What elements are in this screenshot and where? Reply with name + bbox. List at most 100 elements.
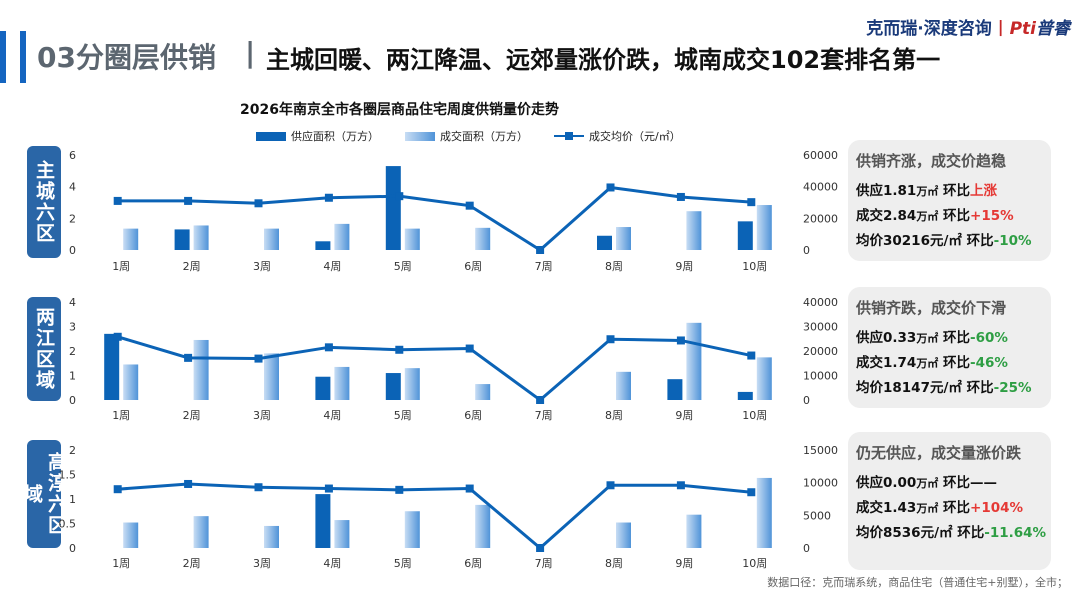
supply-bar <box>597 235 612 250</box>
card-deal-row: 成交1.43万㎡ 环比+104% <box>856 496 1043 521</box>
right-tick-label: 20000 <box>803 212 838 225</box>
card-supply-value: 供应1.81 <box>856 183 917 199</box>
card-price-value: 均价8536元/㎡ <box>856 525 953 541</box>
brand-logo-main: 普睿 <box>1036 19 1070 39</box>
brand-logo-pre: Pti <box>1009 19 1036 39</box>
price-point <box>184 479 193 488</box>
card-head: 供销齐涨，成交价趋稳 <box>856 152 1007 170</box>
chart-title: 2026年南京全市各圈层商品住宅周度供销量价走势 <box>240 102 559 118</box>
deal-bar <box>616 522 631 548</box>
chart-panel-1: 0 1 2 3 4 0 10000 20000 30000 40000 1周 2周 3周 4周 5周 6周 7周… <box>69 296 838 422</box>
data-source-note: 数据口径：克而瑞系统，商品住宅（普通住宅+别墅），全市； <box>767 576 1068 589</box>
card-price-value: 均价18147元/㎡ <box>856 380 962 396</box>
brand-separator: | <box>997 17 1004 36</box>
deal-bar <box>686 211 702 250</box>
category-label: 9周 <box>675 557 693 570</box>
card-supply-unit: 万㎡ <box>916 332 939 345</box>
supply-bar <box>385 166 401 250</box>
deal-bar <box>264 525 279 548</box>
brand-name: 克而瑞·深度咨询 <box>866 19 992 39</box>
card-price-value: 均价30216元/㎡ <box>856 233 962 249</box>
card-deal-change: -46% <box>970 355 1008 371</box>
category-label: 9周 <box>675 409 693 422</box>
left-tick-label: 4 <box>69 296 76 309</box>
card-deal-unit: 万㎡ <box>916 502 939 515</box>
category-label: 1周 <box>112 260 130 273</box>
chart-panel-2: 0 0.5 1 1.5 2 0 5000 10000 15000 1周 2周 3周 4周 5周 6周 7周 8周… <box>59 444 839 570</box>
price-point <box>465 484 474 493</box>
deal-bar <box>756 357 772 400</box>
category-label: 3周 <box>253 409 271 422</box>
price-point <box>254 199 263 208</box>
left-tick-label: 0 <box>69 394 76 407</box>
right-tick-label: 10000 <box>803 370 838 383</box>
price-point <box>606 183 615 192</box>
card-deal-value: 成交1.74 <box>856 355 917 371</box>
supply-bar <box>174 229 190 250</box>
region-label-two-rivers: 两江区域 <box>27 297 61 401</box>
card-price-mid: 环比 <box>961 233 994 249</box>
category-label: 2周 <box>183 260 201 273</box>
supply-bar <box>315 376 331 400</box>
price-point <box>113 485 122 494</box>
supply-bar <box>315 494 331 548</box>
deal-bar <box>404 511 420 548</box>
category-label: 1周 <box>112 557 130 570</box>
category-label: 8周 <box>605 557 623 570</box>
price-line <box>117 335 752 402</box>
left-tick-label: 3 <box>69 321 76 334</box>
category-label: 7周 <box>535 409 553 422</box>
card-deal-row: 成交1.74万㎡ 环比-46% <box>856 351 1043 376</box>
price-point <box>324 343 333 352</box>
deal-bar <box>123 364 139 400</box>
deal-bar <box>475 384 491 400</box>
right-tick-label: 20000 <box>803 345 838 358</box>
category-label: 6周 <box>464 409 482 422</box>
deal-bar <box>756 477 772 548</box>
category-label: 5周 <box>394 557 412 570</box>
category-label: 8周 <box>605 409 623 422</box>
category-label: 6周 <box>464 260 482 273</box>
category-label: 10周 <box>742 409 767 422</box>
price-point <box>606 335 615 344</box>
left-tick-label: 4 <box>69 181 76 194</box>
card-deal-mid: 环比 <box>938 500 971 516</box>
right-tick-label: 60000 <box>803 149 838 162</box>
chart-panel-0: 0 2 4 6 0 20000 40000 60000 1周 2周 3周 4周 5周 6周 7周 8周 9周 10… <box>69 149 838 273</box>
right-tick-label: 10000 <box>803 477 838 490</box>
legend-deal: 成交面积（万方） <box>405 128 528 144</box>
legend-price-label: 成交均价（元/㎡） <box>589 130 681 143</box>
price-point <box>676 336 685 345</box>
category-label: 3周 <box>253 260 271 273</box>
card-price-mid: 环比 <box>952 525 985 541</box>
supply-bar <box>737 221 753 250</box>
category-label: 5周 <box>394 409 412 422</box>
price-line <box>117 185 752 252</box>
card-deal-change: +104% <box>970 500 1024 516</box>
price-point <box>536 246 545 254</box>
card-supply-mid: 环比 <box>938 330 971 346</box>
price-point <box>395 192 404 201</box>
category-label: 4周 <box>323 409 341 422</box>
price-point <box>184 353 193 362</box>
card-price-change: -11.64% <box>984 525 1047 541</box>
legend-supply: 供应面积（万方） <box>256 128 379 144</box>
price-line <box>117 482 752 550</box>
card-supply-row: 供应0.33万㎡ 环比-60% <box>856 326 1043 351</box>
left-tick-label: 1 <box>69 370 76 383</box>
price-point <box>606 481 615 490</box>
category-label: 4周 <box>323 557 341 570</box>
category-label: 4周 <box>323 260 341 273</box>
price-point <box>465 201 474 210</box>
price-point <box>324 193 333 202</box>
right-tick-label: 0 <box>803 394 810 407</box>
deal-bar <box>404 228 420 250</box>
card-deal-unit: 万㎡ <box>916 210 939 223</box>
legend-deal-swatch <box>405 131 435 141</box>
card-head: 仍无供应，成交量涨价跌 <box>856 444 1022 462</box>
price-point <box>747 488 756 497</box>
price-point <box>536 544 545 552</box>
deal-bar <box>686 514 702 548</box>
section-code: 03分圈层供销 <box>37 41 216 74</box>
